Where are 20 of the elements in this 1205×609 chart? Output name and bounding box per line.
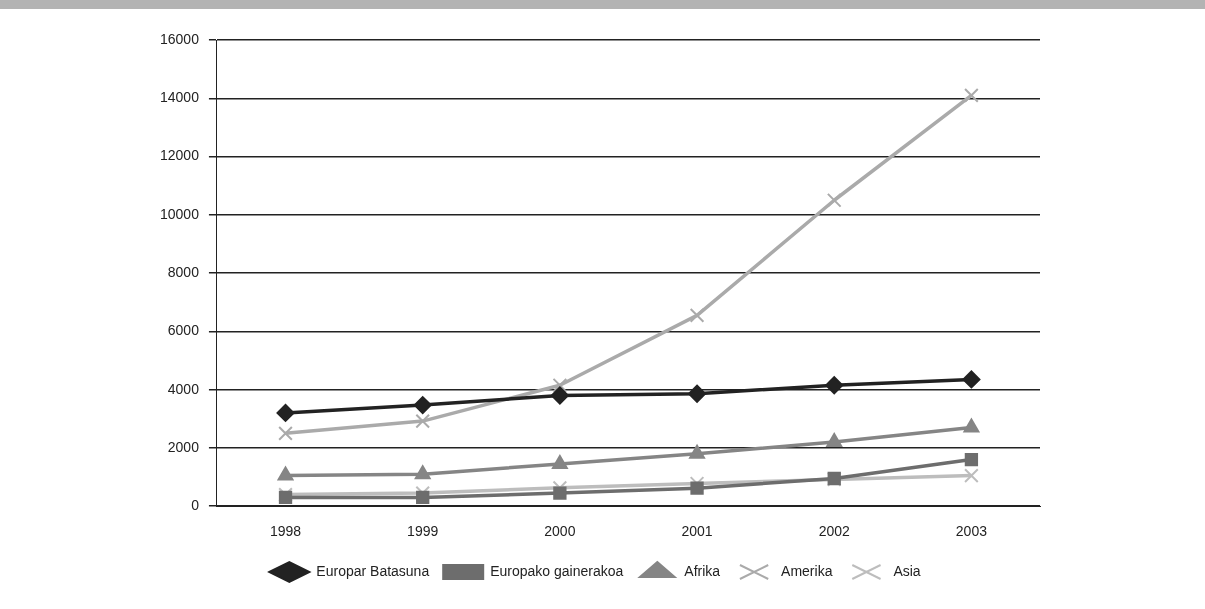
y-tick-label: 6000 (167, 322, 200, 339)
x-tick-label: 2001 (681, 523, 713, 540)
x-tick-label: 1999 (407, 523, 439, 540)
legend-label: Amerika (781, 562, 833, 579)
y-tick-label: 4000 (167, 380, 200, 397)
x-tick-label: 2003 (955, 523, 988, 540)
y-tick-label: 12000 (159, 147, 200, 164)
y-tick-label: 8000 (167, 263, 200, 280)
y-tick-label: 2000 (167, 438, 200, 455)
y-tick-label: 0 (191, 497, 200, 514)
y-tick-label: 14000 (159, 89, 200, 106)
legend-label: Asia (893, 562, 921, 579)
x-tick-label: 2000 (544, 523, 576, 540)
legend-label: Afrika (684, 562, 721, 579)
y-tick-label: 16000 (159, 30, 200, 47)
x-tick-label: 1998 (269, 523, 302, 540)
x-tick-label: 2002 (818, 523, 851, 540)
y-tick-label: 10000 (159, 205, 200, 222)
legend-label: Europako gainerakoa (490, 562, 624, 579)
legend-label: Europar Batasuna (316, 562, 430, 579)
